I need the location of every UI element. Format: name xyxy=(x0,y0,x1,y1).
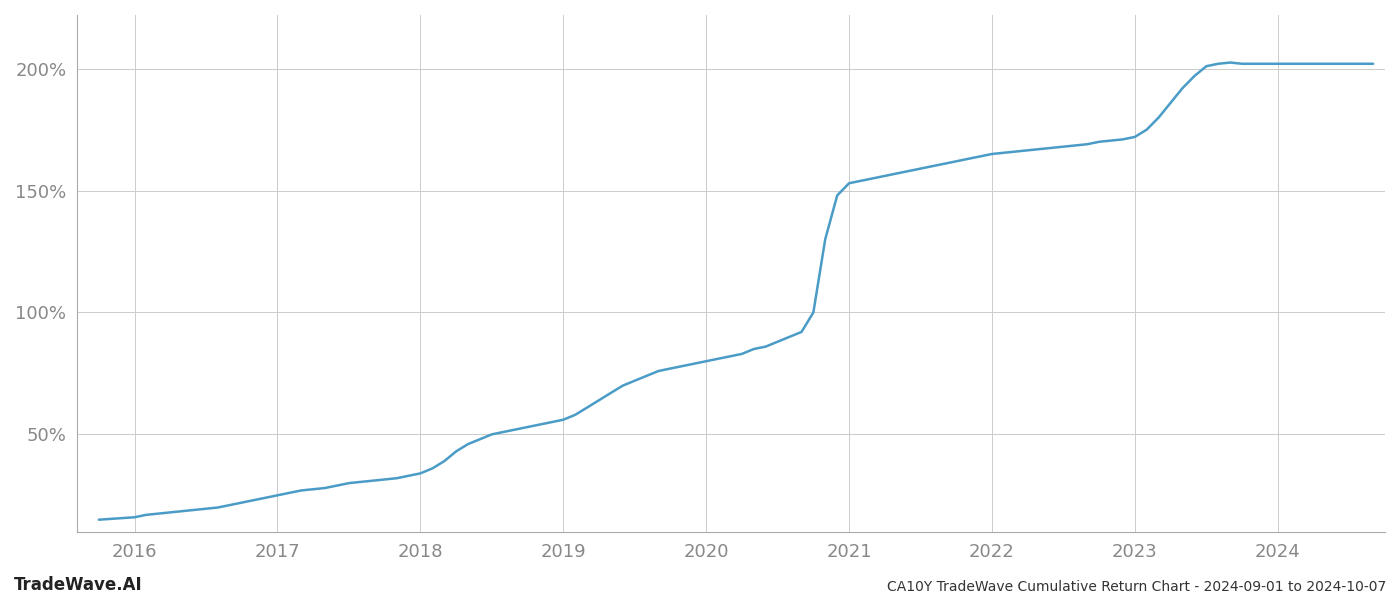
Text: CA10Y TradeWave Cumulative Return Chart - 2024-09-01 to 2024-10-07: CA10Y TradeWave Cumulative Return Chart … xyxy=(886,580,1386,594)
Text: TradeWave.AI: TradeWave.AI xyxy=(14,576,143,594)
